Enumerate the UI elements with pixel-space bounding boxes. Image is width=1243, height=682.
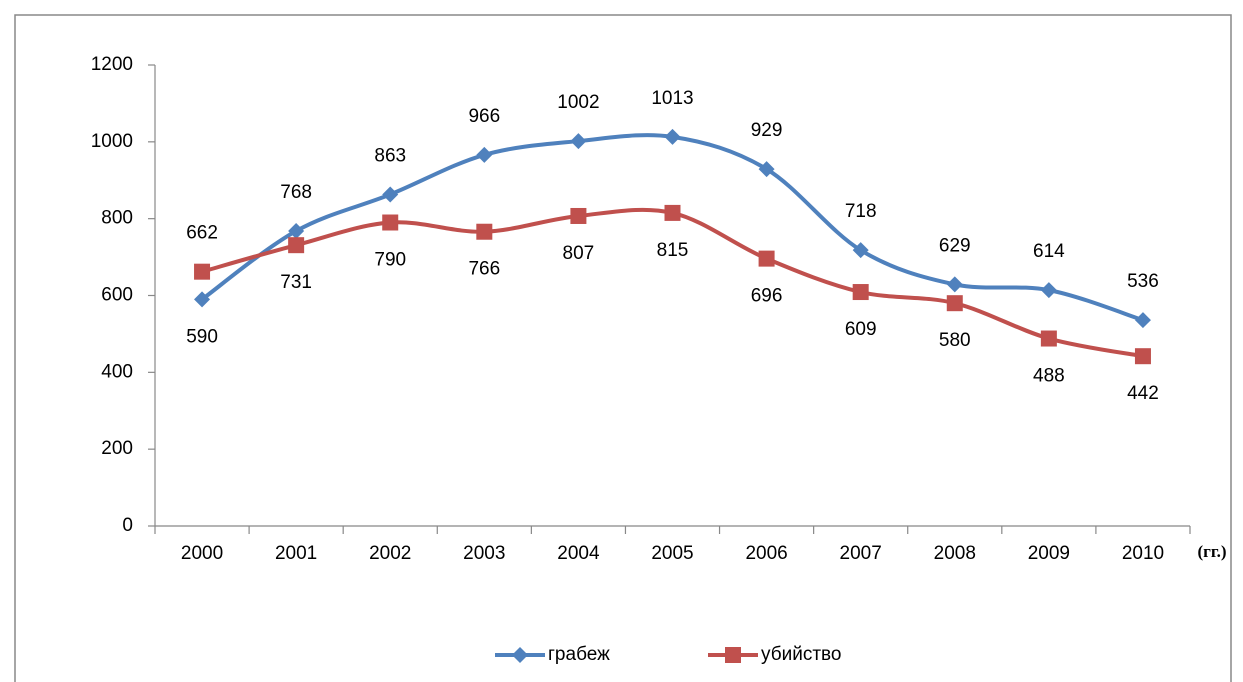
y-tick-label: 400 <box>101 361 133 382</box>
y-tick-label: 600 <box>101 285 133 306</box>
marker <box>288 222 305 239</box>
legend-label: грабеж <box>548 644 610 665</box>
data-label: 696 <box>751 286 783 307</box>
data-label: 609 <box>845 319 877 340</box>
data-label: 766 <box>468 259 500 280</box>
marker <box>1134 312 1151 329</box>
marker <box>570 133 587 150</box>
data-label: 580 <box>939 330 971 351</box>
data-label: 614 <box>1033 241 1065 262</box>
data-label: 815 <box>657 240 689 261</box>
marker <box>1040 282 1057 299</box>
marker <box>852 284 869 301</box>
legend-label: убийство <box>761 644 841 665</box>
y-tick-label: 800 <box>101 208 133 229</box>
marker <box>946 276 963 293</box>
x-tick-label: 2007 <box>840 543 882 564</box>
x-tick-label: 2000 <box>181 543 223 564</box>
x-tick-label: 2003 <box>463 543 505 564</box>
data-label: 768 <box>280 182 312 203</box>
x-tick-label: 2010 <box>1122 543 1164 564</box>
marker <box>570 207 587 224</box>
x-tick-label: 2005 <box>651 543 693 564</box>
data-label: 590 <box>186 326 218 347</box>
series-line <box>200 133 1144 322</box>
marker <box>758 161 775 178</box>
marker <box>758 250 775 267</box>
marker <box>725 647 741 663</box>
marker <box>852 242 869 259</box>
data-label: 1013 <box>651 88 693 109</box>
y-tick-label: 1200 <box>91 54 133 75</box>
marker <box>476 223 493 240</box>
marker <box>382 214 399 231</box>
y-tick-label: 0 <box>122 515 133 536</box>
y-tick-label: 1000 <box>91 131 133 152</box>
marker <box>512 647 528 663</box>
marker <box>664 128 681 145</box>
marker <box>664 204 681 221</box>
marker <box>194 291 211 308</box>
x-tick-label: 2008 <box>934 543 976 564</box>
x-tick-label: 2004 <box>557 543 600 564</box>
series-line <box>201 207 1144 359</box>
marker <box>288 237 305 254</box>
data-label: 790 <box>374 250 406 271</box>
data-label: 1002 <box>557 92 599 113</box>
x-axis-label: (гг.) <box>1197 542 1226 561</box>
data-label: 718 <box>845 201 877 222</box>
x-tick-label: 2009 <box>1028 543 1070 564</box>
y-tick-label: 200 <box>101 438 133 459</box>
marker <box>1134 348 1151 365</box>
data-label: 442 <box>1127 383 1159 404</box>
data-label: 807 <box>563 243 595 264</box>
marker <box>1040 330 1057 347</box>
data-label: 662 <box>186 223 218 244</box>
x-tick-label: 2006 <box>745 543 787 564</box>
data-label: 863 <box>374 145 406 166</box>
data-label: 488 <box>1033 366 1065 387</box>
data-label: 536 <box>1127 271 1159 292</box>
data-label: 929 <box>751 120 783 141</box>
data-label: 966 <box>468 106 500 127</box>
x-tick-label: 2001 <box>275 543 317 564</box>
marker <box>382 186 399 203</box>
data-label: 629 <box>939 235 971 256</box>
marker <box>194 263 211 280</box>
data-label: 731 <box>280 272 312 293</box>
x-tick-label: 2002 <box>369 543 411 564</box>
marker <box>476 146 493 163</box>
marker <box>946 295 963 312</box>
chart-border <box>14 14 1232 682</box>
